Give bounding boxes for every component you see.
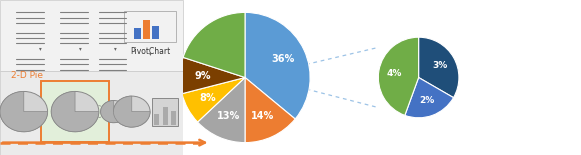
Text: 9%: 9% bbox=[195, 71, 211, 81]
Circle shape bbox=[0, 91, 48, 132]
Wedge shape bbox=[183, 12, 245, 78]
Text: 14%: 14% bbox=[252, 111, 275, 121]
Wedge shape bbox=[51, 91, 99, 132]
Wedge shape bbox=[198, 78, 245, 143]
Wedge shape bbox=[0, 91, 48, 132]
Bar bbox=[143, 20, 150, 39]
Bar bbox=[171, 111, 176, 125]
Text: 36%: 36% bbox=[272, 55, 295, 64]
Bar bbox=[134, 28, 141, 39]
Text: ▾: ▾ bbox=[79, 46, 82, 51]
Bar bbox=[0, 71, 183, 155]
Wedge shape bbox=[101, 100, 127, 123]
Wedge shape bbox=[378, 37, 419, 115]
Bar bbox=[124, 11, 175, 42]
Text: 2%: 2% bbox=[419, 96, 435, 106]
Circle shape bbox=[51, 91, 99, 132]
Text: ▾: ▾ bbox=[39, 46, 42, 51]
Bar bbox=[152, 26, 159, 39]
Text: ▾: ▾ bbox=[149, 51, 152, 56]
Text: 3%: 3% bbox=[433, 60, 448, 69]
Bar bbox=[0, 0, 183, 71]
Circle shape bbox=[113, 96, 150, 127]
Text: PivotChart: PivotChart bbox=[130, 46, 170, 55]
Wedge shape bbox=[113, 96, 150, 127]
Wedge shape bbox=[419, 37, 459, 98]
Text: 8%: 8% bbox=[200, 93, 216, 103]
Text: 13%: 13% bbox=[217, 111, 240, 121]
Wedge shape bbox=[245, 12, 310, 119]
Text: ▾: ▾ bbox=[114, 46, 117, 51]
Text: 2-D Pie: 2-D Pie bbox=[11, 71, 43, 80]
Bar bbox=[154, 114, 159, 125]
Bar bbox=[163, 107, 168, 125]
Wedge shape bbox=[182, 78, 245, 122]
Wedge shape bbox=[245, 78, 295, 143]
Bar bbox=[152, 98, 178, 126]
Circle shape bbox=[101, 100, 127, 123]
Wedge shape bbox=[405, 78, 454, 118]
Wedge shape bbox=[180, 57, 245, 94]
Text: 4%: 4% bbox=[386, 69, 401, 78]
Bar bbox=[41, 81, 109, 142]
